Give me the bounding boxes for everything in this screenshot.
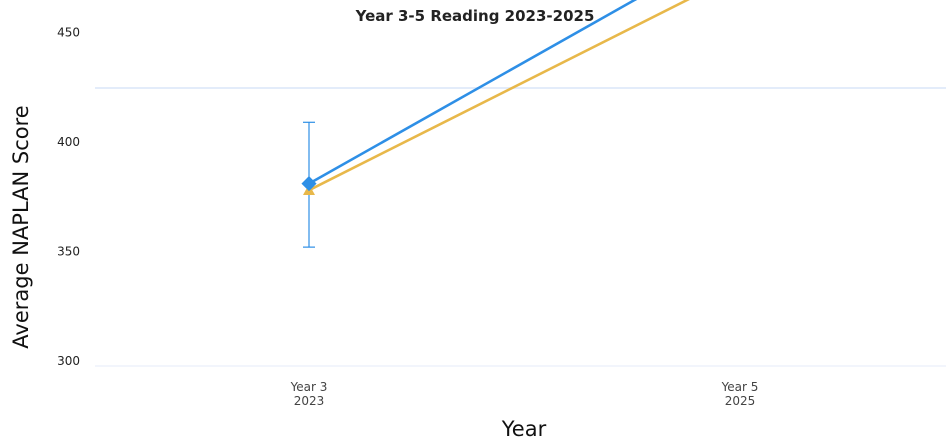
x-tick-label: Year 3 xyxy=(290,380,328,394)
x-tick-sublabel: 2025 xyxy=(725,394,756,408)
y-tick-label: 300 xyxy=(57,354,80,368)
x-axis-label: Year xyxy=(501,417,547,441)
y-axis-label: Average NAPLAN Score xyxy=(9,105,33,348)
x-tick-sublabel: 2023 xyxy=(294,394,325,408)
series-line xyxy=(307,0,638,185)
chart-title: Year 3-5 Reading 2023-2025 xyxy=(355,7,595,25)
plot-area xyxy=(95,87,946,367)
series-line xyxy=(307,0,690,192)
x-tick-label: Year 5 xyxy=(721,380,759,394)
data-point-marker xyxy=(301,176,317,192)
y-tick-label: 400 xyxy=(57,135,80,149)
series-layer xyxy=(301,0,690,248)
y-axis-ticks: 300350400450500 xyxy=(57,26,80,369)
y-tick-label: 350 xyxy=(57,245,80,259)
y-tick-label: 450 xyxy=(57,26,80,40)
